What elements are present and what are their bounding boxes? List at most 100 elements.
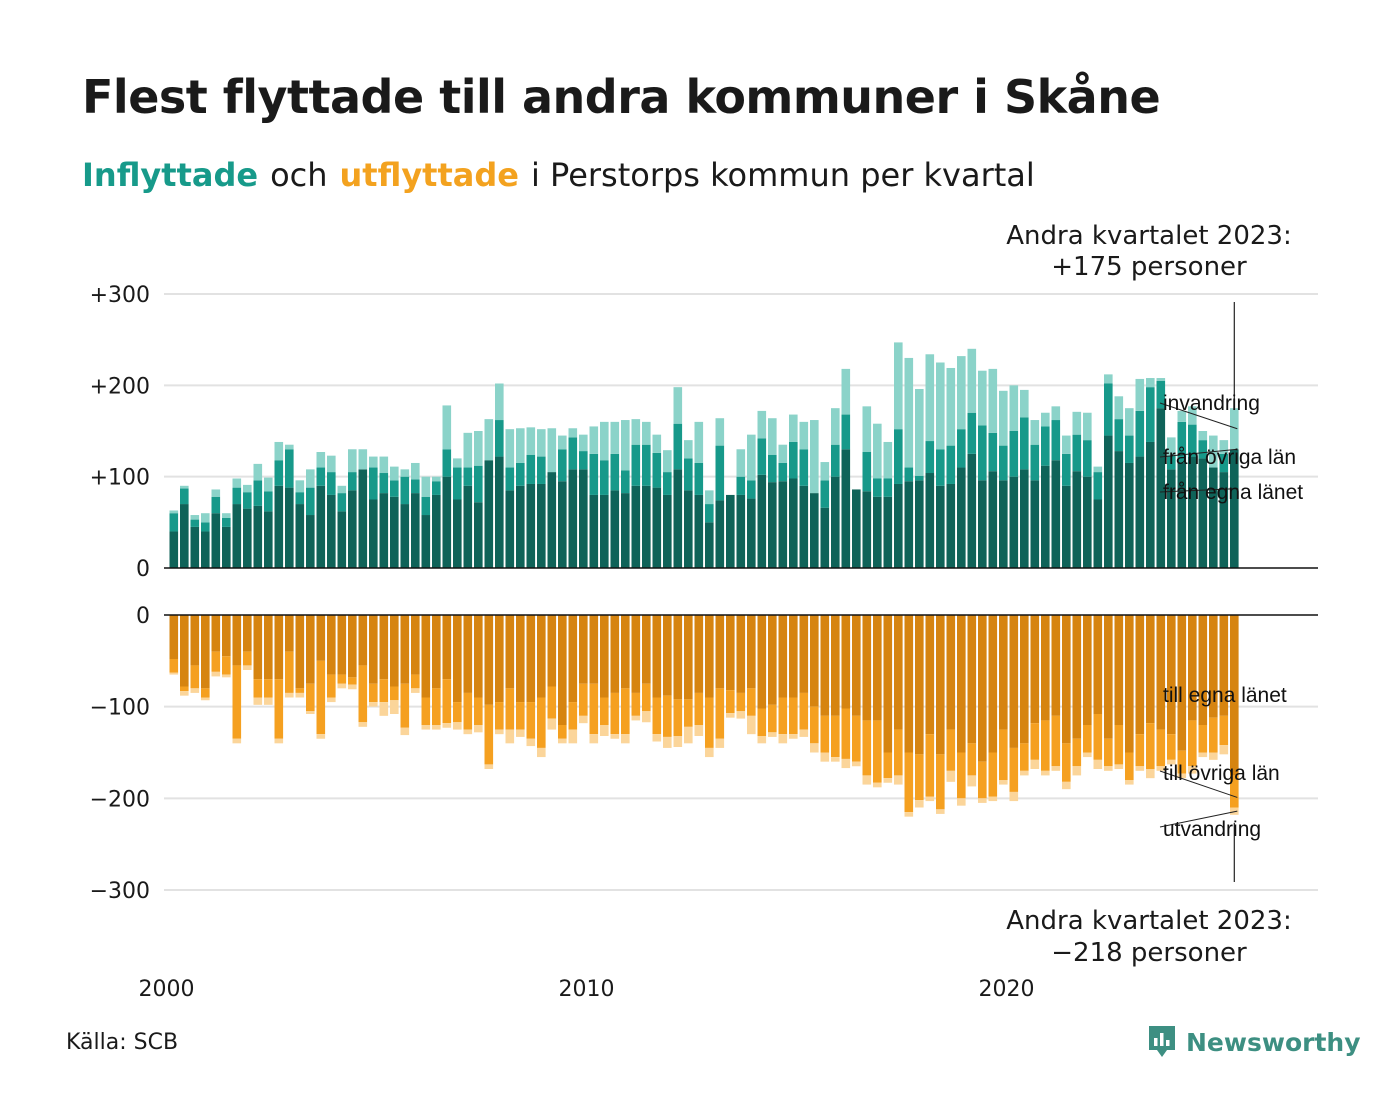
chart-title: Flest flyttade till andra kommuner i Skå… (82, 70, 1161, 124)
bar-in-fran_ovriga_lan (463, 467, 473, 486)
bar-in-fran_ovriga_lan (757, 438, 767, 475)
bar-out-till_ovriga_lan (400, 683, 410, 728)
bar-in-invandring (936, 362, 945, 450)
bar-in-fran_egna_lanet (306, 515, 315, 568)
bar-in-invandring (778, 444, 788, 463)
bar-in-invandring (274, 441, 284, 461)
bar-out-till_ovriga_lan (631, 692, 641, 716)
bar-out-utvandring (705, 747, 714, 758)
bar-out-till_egna_lanet (841, 615, 851, 709)
bar-in-fran_egna_lanet (1104, 435, 1113, 568)
bar-in-fran_egna_lanet (631, 485, 641, 568)
bar-in-fran_ovriga_lan (285, 449, 294, 488)
bar-out-till_ovriga_lan (789, 697, 798, 735)
bar-out-till_egna_lanet (663, 615, 672, 696)
bar-out-utvandring (673, 736, 683, 747)
bar-in-invandring (904, 357, 914, 468)
bar-out-till_ovriga_lan (768, 704, 777, 733)
bar-in-fran_egna_lanet (1209, 467, 1218, 568)
bar-out-till_egna_lanet (306, 615, 315, 684)
bar-in-fran_egna_lanet (369, 499, 378, 568)
bar-out-utvandring (1104, 766, 1113, 771)
bar-in-invandring (831, 408, 840, 445)
bar-out-utvandring (1062, 781, 1071, 790)
bar-out-till_egna_lanet (232, 615, 242, 666)
bar-out-till_ovriga_lan (1219, 715, 1229, 746)
bar-out-till_egna_lanet (810, 615, 819, 707)
bar-in-fran_egna_lanet (694, 494, 704, 568)
bar-out-utvandring (957, 798, 966, 806)
bar-out-till_egna_lanet (495, 615, 504, 703)
bar-in-fran_ovriga_lan (400, 476, 410, 505)
bar-out-till_ovriga_lan (232, 665, 242, 739)
bar-in-fran_ovriga_lan (1093, 472, 1103, 500)
bar-out-utvandring (400, 727, 410, 736)
bar-in-fran_ovriga_lan (600, 460, 609, 495)
bar-out-till_ovriga_lan (946, 729, 956, 771)
bar-in-invandring (211, 489, 221, 497)
bar-out-till_ovriga_lan (453, 702, 462, 723)
bar-in-fran_egna_lanet (799, 485, 809, 568)
bar-out-till_egna_lanet (264, 615, 273, 680)
bar-in-fran_egna_lanet (1125, 462, 1134, 568)
bar-out-till_ovriga_lan (337, 674, 347, 684)
bar-out-till_ovriga_lan (621, 688, 630, 735)
bar-out-till_ovriga_lan (652, 697, 662, 735)
bar-in-fran_egna_lanet (684, 490, 693, 568)
bar-in-fran_egna_lanet (253, 505, 263, 568)
bar-in-fran_ovriga_lan (967, 412, 977, 454)
bar-in-fran_ovriga_lan (432, 481, 441, 495)
bar-in-invandring (432, 476, 441, 482)
bar-out-till_egna_lanet (1135, 615, 1145, 735)
bar-out-till_ovriga_lan (411, 674, 420, 689)
bar-out-till_egna_lanet (925, 615, 935, 735)
bar-out-till_ovriga_lan (568, 702, 578, 730)
series-leader-out (1159, 810, 1238, 828)
bar-out-till_egna_lanet (1209, 615, 1218, 718)
bar-out-till_ovriga_lan (526, 702, 536, 739)
bar-out-utvandring (852, 761, 861, 767)
bar-in-fran_egna_lanet (768, 482, 777, 568)
series-leader-in (1159, 488, 1238, 493)
bar-in-fran_egna_lanet (505, 490, 515, 568)
bar-in-invandring (1177, 410, 1187, 422)
bar-out-utvandring (1030, 759, 1040, 769)
bar-in-fran_egna_lanet (274, 485, 284, 568)
bar-out-till_ovriga_lan (642, 683, 651, 712)
bar-in-fran_ovriga_lan (736, 476, 746, 495)
bar-in-invandring (1219, 440, 1229, 454)
bar-out-till_egna_lanet (169, 615, 179, 659)
annotation-top-line1: Andra kvartalet 2023: (1006, 221, 1291, 251)
bar-out-utvandring (547, 718, 557, 730)
bar-in-invandring (474, 431, 483, 466)
bar-in-invandring (652, 434, 662, 453)
bar-in-fran_egna_lanet (295, 504, 305, 568)
bar-out-till_ovriga_lan (442, 679, 452, 724)
bar-out-till_ovriga_lan (348, 677, 357, 685)
bar-out-till_ovriga_lan (757, 708, 767, 736)
bar-out-utvandring (1083, 752, 1092, 758)
bar-out-till_egna_lanet (936, 615, 945, 755)
bar-in-fran_egna_lanet (1009, 476, 1019, 568)
bar-in-fran_egna_lanet (726, 494, 735, 568)
bar-in-fran_egna_lanet (883, 496, 893, 568)
bar-out-utvandring (967, 775, 977, 787)
bar-out-till_egna_lanet (757, 615, 767, 709)
bar-out-utvandring (631, 715, 641, 721)
bar-in-invandring (411, 462, 420, 480)
bar-in-fran_egna_lanet (757, 474, 767, 568)
bar-in-fran_ovriga_lan (705, 504, 714, 523)
bar-in-invandring (883, 441, 893, 479)
bar-out-till_egna_lanet (222, 615, 231, 657)
bar-out-till_egna_lanet (285, 615, 294, 652)
bar-out-till_egna_lanet (652, 615, 662, 698)
bar-in-invandring (327, 455, 336, 473)
bar-out-till_egna_lanet (736, 615, 746, 693)
bar-out-till_ovriga_lan (957, 752, 966, 799)
bar-in-invandring (810, 420, 819, 494)
bar-out-utvandring (621, 734, 630, 744)
bar-out-utvandring (873, 782, 882, 788)
bar-in-invandring (379, 456, 389, 474)
bar-in-fran_ovriga_lan (915, 475, 924, 481)
